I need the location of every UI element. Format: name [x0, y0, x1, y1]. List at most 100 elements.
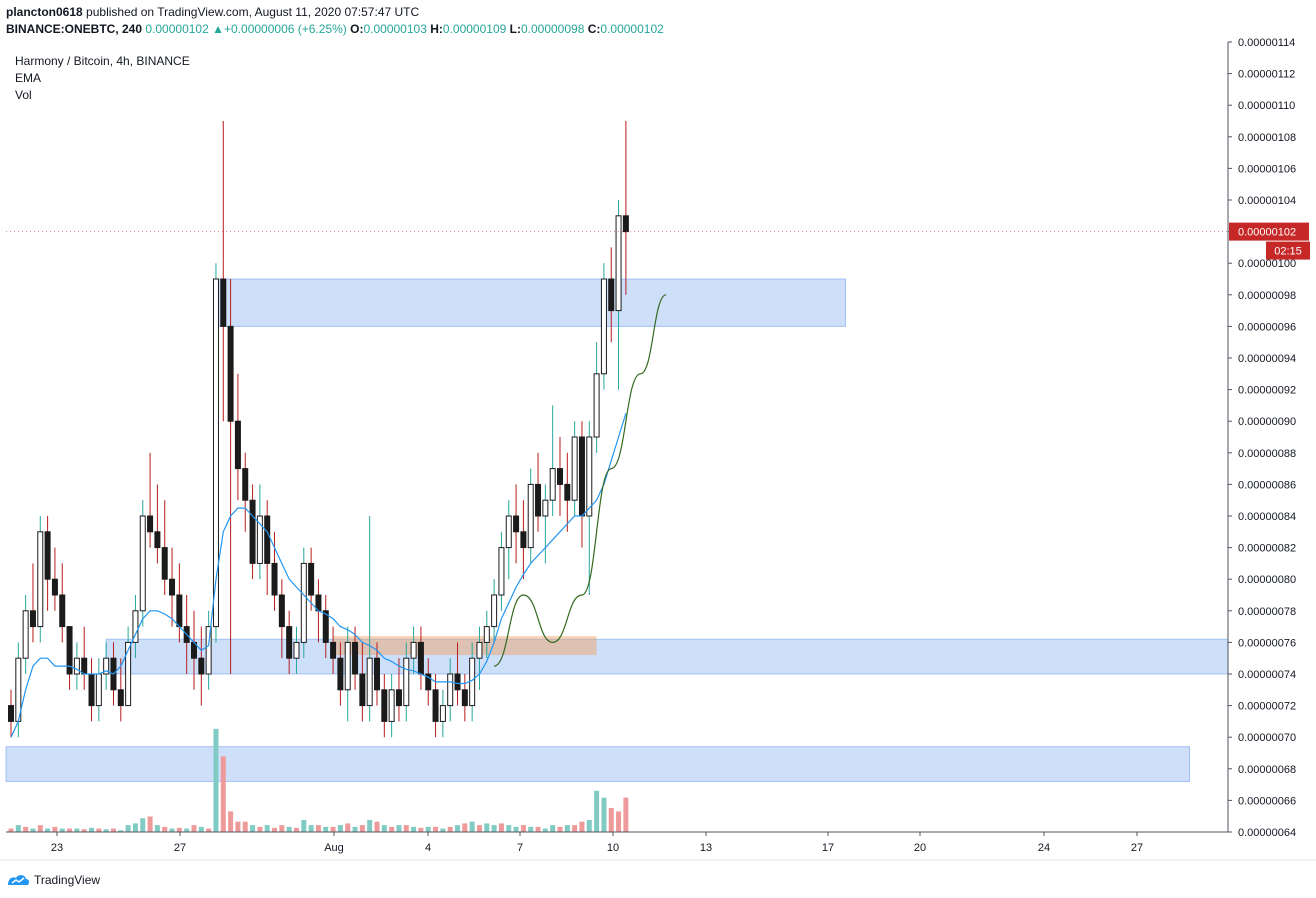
projection-path [493, 294, 667, 667]
candle [59, 563, 66, 643]
volume-bar [389, 826, 395, 832]
candle [520, 500, 527, 580]
volume-bar [81, 829, 87, 832]
volume-bar [89, 827, 95, 832]
volume-bar [542, 828, 548, 832]
candle [205, 610, 212, 690]
candle [300, 547, 307, 659]
tradingview-logo-icon [8, 875, 30, 885]
volume-bar [147, 816, 153, 832]
candle-body [154, 531, 161, 549]
candle-body [220, 278, 227, 327]
candle-body [410, 641, 417, 659]
volume-bar [132, 823, 138, 832]
candle [622, 121, 629, 295]
candle [29, 563, 36, 643]
countdown-label: 02:15 [1274, 246, 1302, 258]
candle-body [564, 483, 571, 501]
candle [557, 437, 563, 516]
candle [103, 642, 110, 690]
volume-bar [272, 827, 278, 832]
open-label: O: [350, 22, 364, 36]
candle [330, 626, 337, 674]
candle [600, 263, 607, 390]
volume-bar [162, 826, 168, 832]
candle [249, 484, 256, 580]
candle [161, 500, 168, 595]
candle [381, 674, 388, 738]
candle-body [417, 641, 424, 675]
x-tick-label: 10 [607, 842, 619, 854]
candle [476, 626, 483, 690]
candle-body [271, 562, 278, 596]
y-tick-label: 0.00000114 [1238, 37, 1295, 49]
volume-bar [52, 826, 58, 832]
candle-body [578, 436, 585, 517]
x-tick-label: 20 [914, 842, 926, 854]
volume-bar [572, 825, 578, 832]
volume-bar [118, 830, 124, 832]
candle-body [59, 594, 66, 628]
candle [337, 642, 344, 706]
volume-bar [206, 828, 212, 832]
low-value: 0.00000098 [520, 22, 585, 36]
support-zone-1 [215, 278, 846, 327]
candle [271, 531, 278, 611]
volume-bar [352, 826, 358, 832]
candle [212, 263, 219, 643]
footer-brand[interactable]: TradingView [6, 870, 100, 890]
legend-ema[interactable]: EMA [15, 71, 42, 85]
candle [461, 674, 468, 722]
author-name[interactable]: plancton0618 [6, 5, 83, 19]
candle [117, 658, 124, 722]
candle-body [469, 657, 476, 707]
candle-body [293, 641, 300, 659]
candle [234, 373, 241, 501]
volume-bar [411, 826, 417, 832]
candle-body [322, 610, 329, 643]
candle [483, 610, 490, 659]
candle-body [374, 657, 380, 691]
y-tick-label: 0.00000068 [1238, 764, 1296, 776]
volume-bar [264, 825, 270, 832]
close-label: C: [587, 22, 601, 36]
candle-body [227, 325, 234, 422]
candle-body [344, 641, 351, 691]
volume-bar [476, 825, 482, 832]
candle [73, 642, 80, 690]
candle-body [132, 610, 139, 643]
y-tick-label: 0.00000110 [1238, 100, 1295, 112]
volume-bar [418, 827, 424, 832]
footer-brand-label: TradingView [34, 873, 101, 887]
chart-header: plancton0618 published on TradingView.co… [0, 0, 1316, 42]
candle [242, 452, 249, 532]
candle-body [278, 594, 285, 628]
countdown-tag [1266, 241, 1310, 260]
candle-body [542, 499, 549, 517]
candle-body [212, 278, 219, 628]
y-tick-label: 0.00000080 [1238, 574, 1296, 586]
candle [395, 658, 402, 722]
volume-bar [616, 811, 622, 832]
y-tick-label: 0.00000082 [1238, 543, 1296, 555]
candle-body [66, 626, 73, 675]
candle [169, 547, 176, 627]
support-zone-3 [5, 746, 1191, 782]
candle-body [29, 610, 36, 628]
y-tick-label: 0.00000076 [1238, 637, 1296, 649]
published-text: published on TradingView.com, August 11,… [86, 5, 420, 19]
volume-bar [484, 823, 490, 832]
y-tick-label: 0.00000092 [1238, 385, 1296, 397]
volume-bar [74, 828, 80, 832]
legend-vol[interactable]: Vol [15, 88, 32, 102]
y-tick-label: 0.00000094 [1238, 353, 1296, 365]
x-tick-label: 7 [517, 842, 523, 854]
volume-bar [330, 826, 336, 832]
candle-body [22, 610, 29, 659]
candle-body [337, 657, 344, 691]
candle [564, 452, 571, 532]
volume-bar [557, 826, 563, 832]
candle-body [557, 468, 563, 485]
volume-bar [513, 826, 519, 832]
